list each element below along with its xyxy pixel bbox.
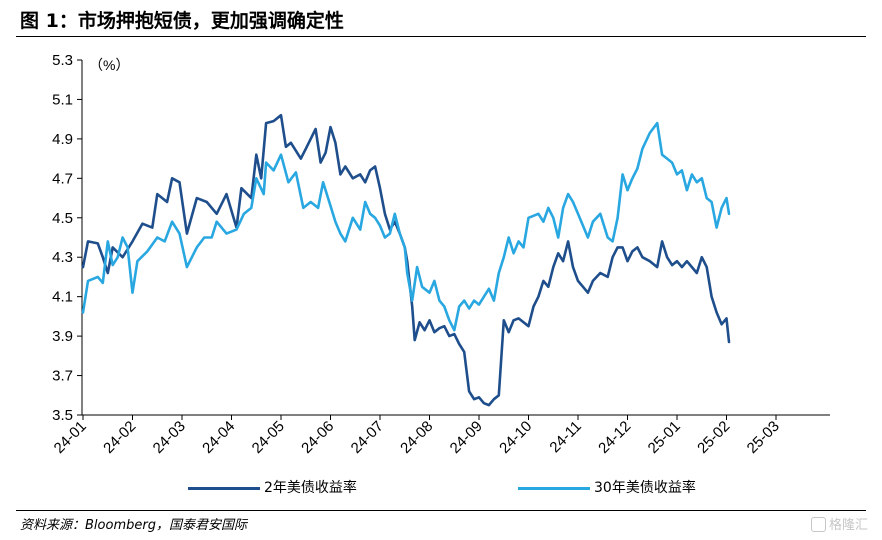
y-unit-label: （%） [89,57,129,73]
x-tick-label: 24-10 [496,418,535,457]
x-tick-label: 24-05 [249,418,288,457]
x-tick-label: 24-08 [397,418,436,457]
chart-series [81,113,731,407]
y-tick-label: 5.3 [52,52,73,69]
y-tick-label: 4.7 [52,170,73,187]
figure-title: 图 1：市场押抱短债，更加强调确定性 [20,10,344,32]
chart-axes: 3.53.73.94.14.34.54.74.95.15.3 （%）24-01 24… [51,52,830,457]
x-tick-label: 24-11 [546,418,584,456]
x-tick-label: 24-09 [447,418,486,457]
legend-item-2y: 2年美债收益率 [188,477,357,497]
bottom-rule [16,510,866,511]
legend-item-30y: 30年美债收益率 [518,477,696,497]
legend-swatch-2y [188,486,260,490]
x-tick-label: 24-06 [298,418,337,457]
y-tick-label: 5.1 [52,91,73,108]
y-tick-label: 4.3 [52,249,73,266]
x-tick-label: 24-02 [100,418,139,457]
x-tick-label: 25-01 [645,418,684,457]
series-line-2y [81,113,731,407]
watermark: 格隆汇 [810,514,868,533]
x-tick-label: 25-02 [694,418,733,457]
x-tick-label: 24-03 [150,418,189,457]
watermark-text: 格隆汇 [828,518,868,533]
y-tick-label: 3.7 [52,368,73,385]
watermark-logo-icon [810,517,826,532]
x-tick-label: 24-04 [199,418,238,457]
top-rule [16,36,866,37]
y-tick-label: 4.1 [52,289,73,306]
x-tick-label: 25-03 [744,418,783,457]
source-note: 资料来源：Bloomberg，国泰君安国际 [20,518,247,533]
x-tick-label: 24-12 [595,418,634,457]
legend-swatch-30y [518,486,590,490]
y-tick-label: 4.5 [52,210,73,227]
y-tick-label: 3.5 [52,407,73,424]
y-tick-label: 4.9 [52,131,73,148]
legend-label-30y: 30年美债收益率 [594,480,696,496]
legend-label-2y: 2年美债收益率 [264,480,357,496]
series-line-30y [81,121,731,332]
x-tick-label: 24-07 [348,418,387,457]
y-tick-label: 3.9 [52,328,73,345]
